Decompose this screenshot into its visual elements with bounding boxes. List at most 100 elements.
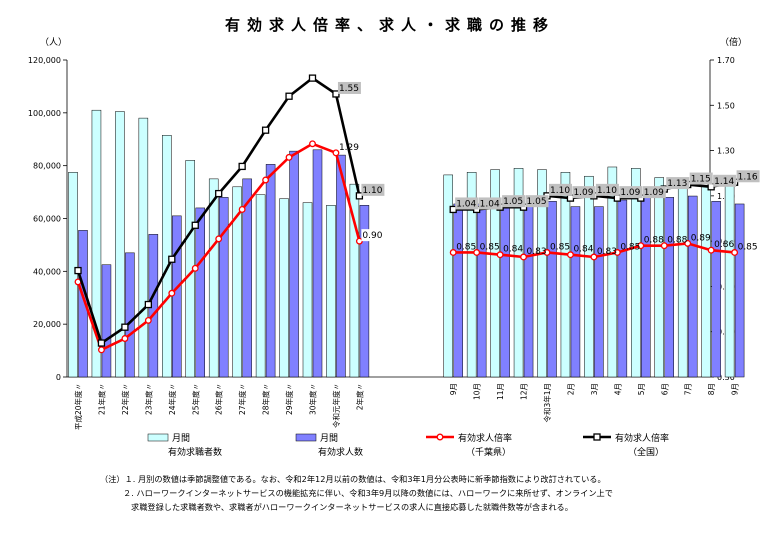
chiba-ratio-marker xyxy=(684,239,692,247)
national-ratio-label-bg xyxy=(337,81,361,94)
chiba-ratio-label-bg xyxy=(361,229,385,242)
bar-job-seekers xyxy=(584,175,594,378)
bar-job-openings xyxy=(172,215,182,378)
x-tick-group: 28年度〃 xyxy=(261,383,271,415)
national-ratio-marker xyxy=(168,255,176,263)
x-tick-group: 27年度〃 xyxy=(237,383,247,415)
chiba-ratio-data-label: 0.86 xyxy=(714,240,734,250)
chiba-ratio-marker xyxy=(567,251,574,259)
x-tick-group: 令和3年1月 xyxy=(542,383,552,423)
legend-job-seekers-line1: 月間 xyxy=(172,433,190,444)
national-ratio-data-label: 1.05 xyxy=(527,197,547,207)
chiba-ratio-marker xyxy=(191,264,199,272)
national-ratio-data-label: 1.10 xyxy=(550,186,570,196)
x-tick-group: 26年度〃 xyxy=(214,383,224,415)
x-tick-label: 23年度〃 xyxy=(143,383,153,415)
chiba-ratio-data-label: 0.88 xyxy=(644,236,664,246)
x-tick-label: 5月 xyxy=(637,383,646,395)
y-left-tick-label: 120,000 xyxy=(28,56,61,65)
x-tick-group: 22年度〃 xyxy=(120,383,130,415)
national-ratio-marker xyxy=(238,162,246,171)
chiba-ratio-marker xyxy=(543,249,551,256)
national-ratio-data-label: 1.09 xyxy=(644,188,664,198)
bar-job-seekers xyxy=(232,186,242,378)
x-tick-label: 3月 xyxy=(590,383,599,395)
bar-job-seekers xyxy=(68,172,78,378)
chiba-ratio-marker xyxy=(332,149,340,157)
chiba-ratio-marker xyxy=(168,289,176,297)
national-ratio-marker xyxy=(97,339,106,347)
x-tick-label: 6月 xyxy=(660,383,669,395)
national-ratio-label-bg xyxy=(642,186,666,199)
x-tick-group: 平成20年度〃 xyxy=(73,383,83,430)
x-tick-group: 29年度〃 xyxy=(284,383,294,415)
x-tick-group: 2年度〃 xyxy=(354,383,364,410)
chiba-ratio-data-label: 0.89 xyxy=(691,233,711,243)
x-tick-group: 12月 xyxy=(520,383,529,400)
chiba-ratio-marker xyxy=(144,316,152,324)
national-ratio-data-label: 1.09 xyxy=(573,188,593,198)
national-ratio-data-label: 1.04 xyxy=(480,199,500,209)
national-ratio-data-label: 1.10 xyxy=(597,186,617,196)
chiba-ratio-marker xyxy=(285,153,293,161)
x-tick-group: 30年度〃 xyxy=(308,383,318,415)
x-tick-group: 25年度〃 xyxy=(190,383,200,415)
x-tick-label: 4月 xyxy=(613,383,622,395)
y-left-tick-label: 20,000 xyxy=(33,320,61,329)
y-left-tick-label: 100,000 xyxy=(28,109,61,118)
national-ratio-label-bg xyxy=(666,177,690,190)
x-tick-label: 平成20年度〃 xyxy=(73,383,83,430)
y-right-tick-label: 1.30 xyxy=(717,147,735,156)
note-line-1: （注）１. 月別の数値は季節調整値である。なお、令和2年12月以前の数値は、令和… xyxy=(100,474,606,484)
x-tick-group: 3月 xyxy=(590,383,599,395)
x-axis-labels: 平成20年度〃 21年度〃 22年度〃 23年度〃 24年度〃 25年度〃 26年度〃 27年… xyxy=(73,383,740,430)
y-left-tick-label: 0 xyxy=(56,373,61,382)
legend-chiba-line2: （千葉県） xyxy=(466,446,511,458)
national-ratio-label-bg xyxy=(689,172,713,185)
x-tick-group: 令和元年度〃 xyxy=(331,383,341,428)
chiba-ratio-data-label: 0.83 xyxy=(527,247,547,257)
y-right-tick-label: 1.50 xyxy=(717,101,735,110)
bar-job-seekers xyxy=(701,185,711,378)
bar-job-seekers xyxy=(724,175,735,378)
x-tick-label: 27年度〃 xyxy=(237,383,247,415)
bar-job-seekers xyxy=(255,194,266,378)
legend-job-openings-line2: 有効求人数 xyxy=(318,446,363,458)
bar-job-openings xyxy=(453,203,463,378)
x-tick-label: 2月 xyxy=(566,383,575,395)
national-ratio-marker xyxy=(215,189,223,198)
bar-job-openings xyxy=(359,205,370,378)
bar-job-seekers xyxy=(607,166,618,378)
national-ratio-label-bg xyxy=(478,197,502,210)
y-left-tick-label: 60,000 xyxy=(33,215,61,224)
chiba-ratio-marker xyxy=(97,346,105,354)
chiba-ratio-data-label: 0.85 xyxy=(550,242,570,252)
x-tick-label: 25年度〃 xyxy=(190,383,200,415)
national-ratio-label-bg xyxy=(713,174,737,187)
bar-job-openings xyxy=(711,201,721,378)
bar-job-seekers xyxy=(91,109,102,378)
x-tick-label: 28年度〃 xyxy=(261,383,271,415)
bar-job-openings xyxy=(617,199,628,378)
national-ratio-label-bg xyxy=(525,195,549,208)
national-ratio-marker xyxy=(121,323,129,331)
bar-job-openings xyxy=(547,201,557,378)
chiba-ratio-data-label: 0.83 xyxy=(597,247,617,257)
chiba-ratio-data-label: 0.85 xyxy=(480,242,500,252)
bar-job-seekers xyxy=(302,202,313,378)
chiba-ratio-marker xyxy=(215,235,223,243)
bar-job-seekers xyxy=(631,168,641,378)
chiba-ratio-data-label: 0.85 xyxy=(456,242,476,252)
bar-job-openings xyxy=(195,207,205,378)
lines: 1.55 1.29 1.10 0.90 1.04 0.85 1.04 0.85 1.05 0.84… xyxy=(74,74,760,354)
x-tick-label: 令和3年1月 xyxy=(542,383,552,423)
y-right-tick-label: 0.30 xyxy=(717,373,735,382)
national-ratio-data-label: 1.14 xyxy=(714,177,734,187)
bar-job-openings xyxy=(265,164,276,378)
note-line-2: ２. ハローワークインターネットサービスの機能拡充に伴い、令和3年9月以降の数値… xyxy=(123,488,613,498)
legend-chiba-line1: 有効求人倍率 xyxy=(458,432,512,444)
national-ratio-marker xyxy=(285,92,293,100)
bar-job-openings xyxy=(641,195,651,378)
x-tick-label: 22年度〃 xyxy=(120,383,130,415)
